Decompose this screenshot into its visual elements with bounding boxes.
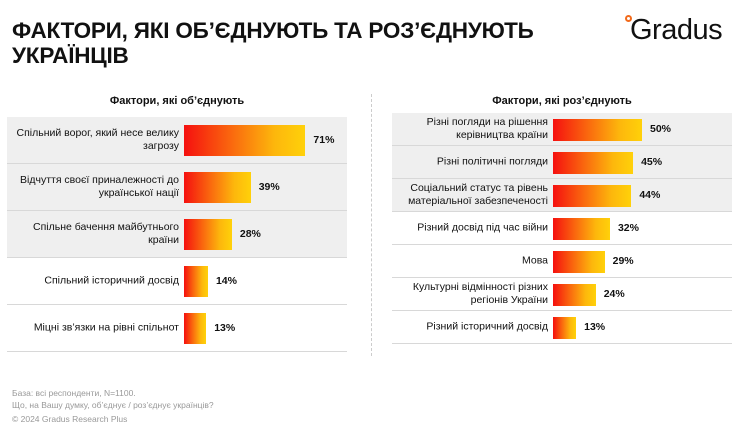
unite-chart: Фактори, які об’єднують Спільний ворог, … xyxy=(7,92,347,352)
value-label: 28% xyxy=(239,228,261,240)
bar-row: Мова 29% xyxy=(392,245,732,278)
value-label: 13% xyxy=(214,322,236,334)
bar-row: Культурні відмінності різних регіонів Ук… xyxy=(392,278,732,311)
logo-dot-icon xyxy=(625,15,632,22)
bar xyxy=(553,316,577,339)
bar xyxy=(184,313,207,344)
value-label: 39% xyxy=(258,181,280,193)
category-label: Спільний історичний досвід xyxy=(44,274,179,287)
bar-row: Міцні зв’язки на рівні спільнот 13% xyxy=(7,305,347,352)
value-label: 71% xyxy=(313,134,335,146)
divider xyxy=(371,94,372,356)
category-label: Культурні відмінності різних регіонів Ук… xyxy=(412,281,548,306)
divide-chart-title: Фактори, які роз’єднують xyxy=(492,95,632,107)
bar-row: Різні політичні погляди 45% xyxy=(392,146,732,179)
value-label: 29% xyxy=(612,255,634,267)
value-label: 14% xyxy=(215,275,237,287)
bar xyxy=(553,217,610,240)
logo-text: Gradus xyxy=(630,14,723,46)
category-label: Різний історичний досвід xyxy=(426,320,548,333)
bar-row: Різний історичний досвід 13% xyxy=(392,311,732,344)
category-label: Різний досвід під час війни xyxy=(417,221,548,234)
value-label: 44% xyxy=(639,189,661,201)
category-label: Відчуття своєї приналежності до українсь… xyxy=(20,174,179,199)
footer-base: База: всі респонденти, N=1100. xyxy=(12,388,136,398)
bar-row: Соціальний статус та рівень матеріальної… xyxy=(392,179,732,212)
bar-row: Спільний історичний досвід 14% xyxy=(7,258,347,305)
footer-question: Що, на Вашу думку, об’єднує / роз’єднує … xyxy=(12,400,214,410)
category-label: Різні погляди на рішення керівництва кра… xyxy=(426,116,548,141)
footer-copyright: © 2024 Gradus Research Plus xyxy=(12,414,128,424)
category-label: Спільне бачення майбутнього країни xyxy=(33,221,179,246)
value-label: 32% xyxy=(617,222,639,234)
category-label: Спільний ворог, який несе велику загрозу xyxy=(16,127,179,152)
category-label: Міцні зв’язки на рівні спільнот xyxy=(33,321,179,334)
gradus-logo: Gradus xyxy=(625,14,723,47)
unite-chart-title: Фактори, які об’єднують xyxy=(109,95,245,107)
bar-row: Спільний ворог, який несе велику загрозу… xyxy=(7,117,347,164)
bar xyxy=(184,125,306,156)
bar xyxy=(184,266,208,297)
category-label: Соціальний статус та рівень матеріальної… xyxy=(408,182,548,207)
bar xyxy=(553,118,642,141)
bar xyxy=(553,283,596,306)
value-label: 24% xyxy=(603,288,625,300)
bar xyxy=(553,151,634,174)
page-title: ФАКТОРИ, ЯКІ ОБ’ЄДНУЮТЬ ТА РОЗ’ЄДНУЮТЬ У… xyxy=(12,18,534,68)
bar xyxy=(184,172,251,203)
bar-row: Спільне бачення майбутнього країни 28% xyxy=(7,211,347,258)
value-label: 13% xyxy=(584,321,606,333)
bar xyxy=(553,250,605,273)
category-label: Різні політичні погляди xyxy=(436,155,548,168)
divide-chart: Фактори, які роз’єднують Різні погляди н… xyxy=(392,92,732,352)
value-label: 50% xyxy=(650,123,672,135)
bar-row: Відчуття своєї приналежності до українсь… xyxy=(7,164,347,211)
bar-row: Різний досвід під час війни 32% xyxy=(392,212,732,245)
category-label: Мова xyxy=(521,254,548,267)
bar-row: Різні погляди на рішення керівництва кра… xyxy=(392,113,732,146)
value-label: 45% xyxy=(641,156,663,168)
bar xyxy=(184,219,232,250)
bar xyxy=(553,184,632,207)
